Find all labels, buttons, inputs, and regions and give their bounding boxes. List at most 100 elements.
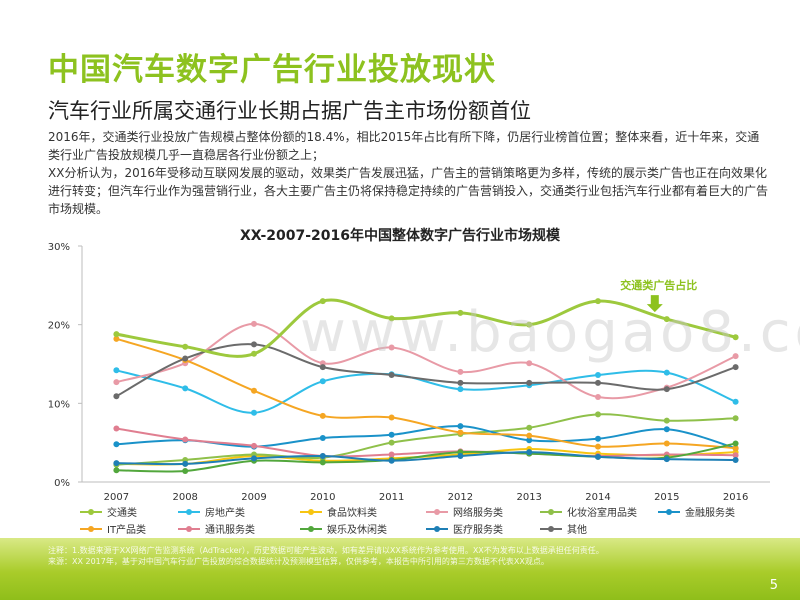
x-tick-label: 2015 <box>654 492 679 503</box>
legend-label: 通讯服务类 <box>205 523 255 536</box>
data-point <box>663 316 670 323</box>
line-chart: 0% 10% 20% 30% 2007 2008 2009 2010 2011 2012 2013 2… <box>48 242 770 536</box>
data-point <box>388 451 395 458</box>
data-point <box>319 453 326 460</box>
data-point <box>526 321 533 328</box>
description-paragraph-2: XX分析认为，2016年受移动互联网发展的驱动，效果类广告发展迅猛，广告主的营销… <box>48 166 769 216</box>
data-point <box>251 350 257 357</box>
series-line <box>116 298 736 358</box>
data-point <box>182 467 189 474</box>
series-line <box>116 425 736 450</box>
data-point <box>732 334 739 341</box>
series-line <box>116 369 736 414</box>
data-point <box>526 424 533 431</box>
data-point <box>319 434 326 441</box>
data-point <box>663 456 670 463</box>
data-point <box>595 411 601 418</box>
data-point <box>732 415 739 422</box>
x-tick-label: 2012 <box>448 492 473 503</box>
data-point <box>113 367 120 374</box>
data-point <box>526 437 533 444</box>
data-point <box>319 378 326 385</box>
data-point <box>457 386 464 393</box>
data-point <box>319 364 326 371</box>
legend-label: 食品饮料类 <box>327 506 377 519</box>
data-point <box>663 386 670 393</box>
legend-swatch-marker <box>666 509 672 515</box>
data-point <box>526 379 533 386</box>
data-point <box>388 457 395 464</box>
legend-label: 房地产类 <box>205 506 245 519</box>
legend-label: 医疗服务类 <box>453 523 503 536</box>
legend-swatch-marker <box>434 526 440 532</box>
data-point <box>457 453 464 460</box>
legend-swatch-marker <box>88 526 94 532</box>
data-point <box>595 435 601 442</box>
data-point <box>182 385 189 392</box>
legend-swatch-marker <box>308 526 314 532</box>
data-point <box>732 445 739 452</box>
data-point <box>113 379 120 386</box>
legend-swatch-marker <box>308 509 314 515</box>
annotation-label: 交通类广告占比 <box>620 278 697 292</box>
data-point <box>113 331 120 338</box>
data-point <box>113 393 120 400</box>
data-point <box>595 372 601 379</box>
series-line <box>116 322 737 400</box>
data-point <box>251 442 257 449</box>
data-point <box>526 360 533 367</box>
data-point <box>182 460 189 467</box>
data-point <box>457 379 464 386</box>
data-point <box>732 452 739 459</box>
data-point <box>388 431 395 438</box>
footer-notes: 注释：1.数据来源于XX网络广告监测系统（AdTracker），历史数据可能产生… <box>48 545 728 567</box>
data-point <box>251 455 257 462</box>
footer-band <box>0 538 800 600</box>
data-point <box>113 335 120 342</box>
data-point <box>251 387 257 394</box>
legend-swatch-marker <box>88 509 94 515</box>
y-tick-label: 20% <box>48 321 70 332</box>
x-tick-label: 2013 <box>516 492 541 503</box>
page-subtitle: 汽车行业所属交通行业长期占据广告主市场份额首位 <box>48 99 531 123</box>
data-point <box>388 344 395 351</box>
footer-note-2: 来源：XX 2017年，基于对中国汽车行业广告投放的综合数据统计及预测模型估算，… <box>48 557 549 566</box>
data-point <box>388 414 395 421</box>
data-point <box>663 440 670 447</box>
data-point <box>319 459 326 466</box>
data-point <box>182 436 189 443</box>
data-point <box>319 412 326 419</box>
x-tick-label: 2009 <box>241 492 266 503</box>
data-point <box>663 369 670 376</box>
y-tick-label: 10% <box>48 399 70 410</box>
data-point <box>457 423 464 430</box>
legend-label: 其他 <box>567 523 587 536</box>
data-point <box>251 409 257 416</box>
x-tick-label: 2008 <box>172 492 197 503</box>
data-point <box>526 432 533 439</box>
data-point <box>595 298 601 305</box>
y-tick-label: 0% <box>54 478 70 489</box>
x-tick-label: 2014 <box>585 492 610 503</box>
footer-note-1: 注释：1.数据来源于XX网络广告监测系统（AdTracker），历史数据可能产生… <box>48 546 604 555</box>
legend-swatch-marker <box>548 526 554 532</box>
data-point <box>732 364 739 371</box>
series-line <box>116 337 736 450</box>
data-point <box>595 453 601 460</box>
legend-swatch-marker <box>434 509 440 515</box>
legend-swatch-marker <box>186 509 192 515</box>
data-point <box>663 426 670 433</box>
description: 2016年，交通类行业投放广告规模占整体份额的18.4%，相比2015年占比有所… <box>48 128 768 218</box>
data-point <box>251 341 257 348</box>
data-point <box>388 315 395 322</box>
legend-label: IT产品类 <box>107 523 146 536</box>
data-point <box>457 368 464 375</box>
page-title: 中国汽车数字广告行业投放现状 <box>48 52 496 88</box>
data-point <box>595 443 601 450</box>
annotation-arrow-icon <box>646 295 663 313</box>
data-point <box>457 309 464 316</box>
data-point <box>251 320 257 327</box>
data-point <box>732 456 739 463</box>
legend-swatch-marker <box>186 526 192 532</box>
series-line <box>116 427 736 458</box>
